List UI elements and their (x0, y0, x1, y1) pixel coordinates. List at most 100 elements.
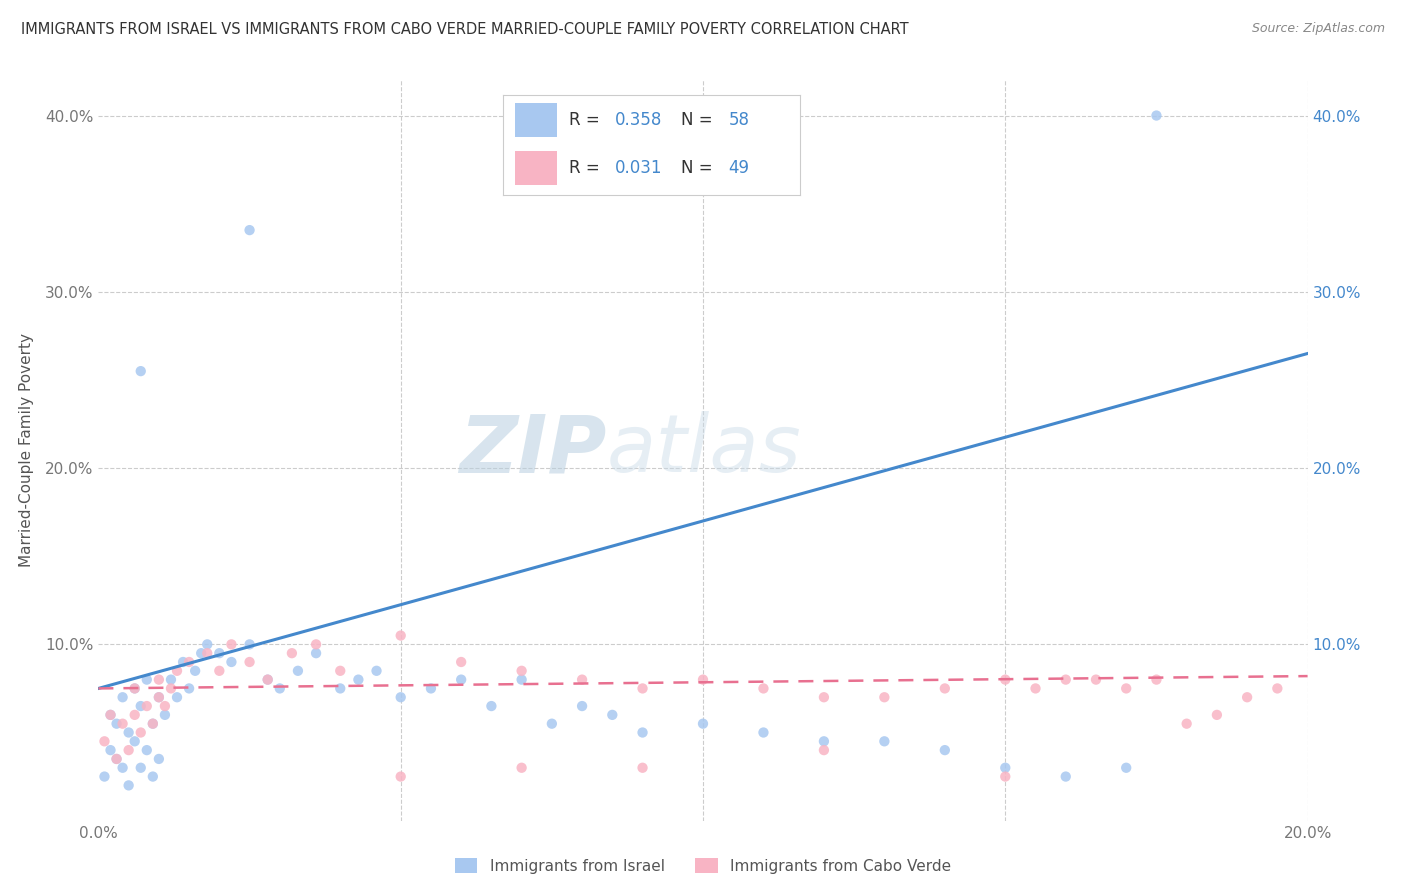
Point (1144, 109, 1167, 123)
Point (105, 716, 128, 731)
Point (329, 664, 352, 678)
Point (100, 707, 122, 722)
Point (420, 681, 443, 696)
Point (256, 673, 278, 687)
Point (1054, 673, 1077, 687)
Point (148, 690, 170, 705)
Point (118, 725, 141, 739)
Point (160, 673, 183, 687)
Point (752, 725, 775, 739)
Point (389, 628, 412, 642)
Point (129, 699, 152, 714)
Point (281, 646, 304, 660)
Point (135, 673, 157, 687)
Point (129, 725, 152, 739)
Point (934, 681, 956, 696)
Point (813, 690, 835, 705)
Point (510, 761, 533, 775)
Text: Source: ZipAtlas.com: Source: ZipAtlas.com (1251, 22, 1385, 36)
Text: IMMIGRANTS FROM ISRAEL VS IMMIGRANTS FROM CABO VERDE MARRIED-COUPLE FAMILY POVER: IMMIGRANTS FROM ISRAEL VS IMMIGRANTS FRO… (21, 22, 908, 37)
Point (129, 761, 152, 775)
Point (510, 673, 533, 687)
Text: ZIP: ZIP (458, 411, 606, 490)
Point (873, 734, 896, 748)
Point (994, 761, 1017, 775)
Point (118, 743, 141, 757)
Point (305, 646, 328, 660)
Point (105, 752, 128, 766)
Point (329, 681, 352, 696)
Point (510, 664, 533, 678)
Legend: Immigrants from Israel, Immigrants from Cabo Verde: Immigrants from Israel, Immigrants from … (449, 852, 957, 880)
Point (105, 752, 128, 766)
Point (129, 364, 152, 378)
Point (166, 690, 188, 705)
Point (135, 743, 157, 757)
Point (93, 734, 115, 748)
Point (540, 716, 562, 731)
Point (347, 673, 370, 687)
Point (93, 770, 115, 784)
Point (571, 699, 593, 714)
Point (366, 664, 388, 678)
Point (184, 664, 207, 678)
Point (221, 637, 243, 651)
Point (450, 673, 472, 687)
Y-axis label: Married-Couple Family Poverty: Married-Couple Family Poverty (18, 334, 34, 567)
Point (179, 655, 201, 669)
Point (148, 752, 170, 766)
Point (631, 761, 654, 775)
Point (1115, 681, 1137, 696)
Point (195, 646, 218, 660)
Point (269, 681, 291, 696)
Point (994, 673, 1017, 687)
Point (305, 637, 328, 651)
Point (813, 743, 835, 757)
Point (142, 716, 165, 731)
Point (1054, 770, 1077, 784)
Point (1267, 681, 1289, 696)
Point (111, 761, 134, 775)
Point (239, 223, 262, 237)
Point (1236, 690, 1258, 705)
Point (124, 734, 146, 748)
Point (153, 707, 176, 722)
Point (124, 681, 146, 696)
Point (100, 707, 122, 722)
Point (631, 681, 654, 696)
Point (190, 646, 212, 660)
Point (135, 699, 157, 714)
Point (287, 664, 309, 678)
Point (148, 673, 170, 687)
Point (208, 646, 231, 660)
Point (111, 690, 134, 705)
Point (172, 655, 194, 669)
Point (873, 690, 896, 705)
Point (142, 716, 165, 731)
Point (208, 664, 231, 678)
Point (256, 673, 278, 687)
Point (239, 655, 262, 669)
Point (389, 770, 412, 784)
Point (994, 770, 1017, 784)
Point (118, 778, 141, 792)
Point (1024, 681, 1046, 696)
Point (239, 637, 262, 651)
Point (124, 681, 146, 696)
Point (571, 673, 593, 687)
Point (450, 655, 472, 669)
Point (1085, 673, 1108, 687)
Point (100, 743, 122, 757)
Point (934, 743, 956, 757)
Point (1175, 716, 1198, 731)
Point (692, 673, 714, 687)
Point (1115, 761, 1137, 775)
Point (148, 690, 170, 705)
Point (1206, 707, 1229, 722)
Point (160, 681, 183, 696)
Point (179, 681, 201, 696)
Point (752, 681, 775, 696)
Point (692, 716, 714, 731)
Point (631, 725, 654, 739)
Point (389, 690, 412, 705)
